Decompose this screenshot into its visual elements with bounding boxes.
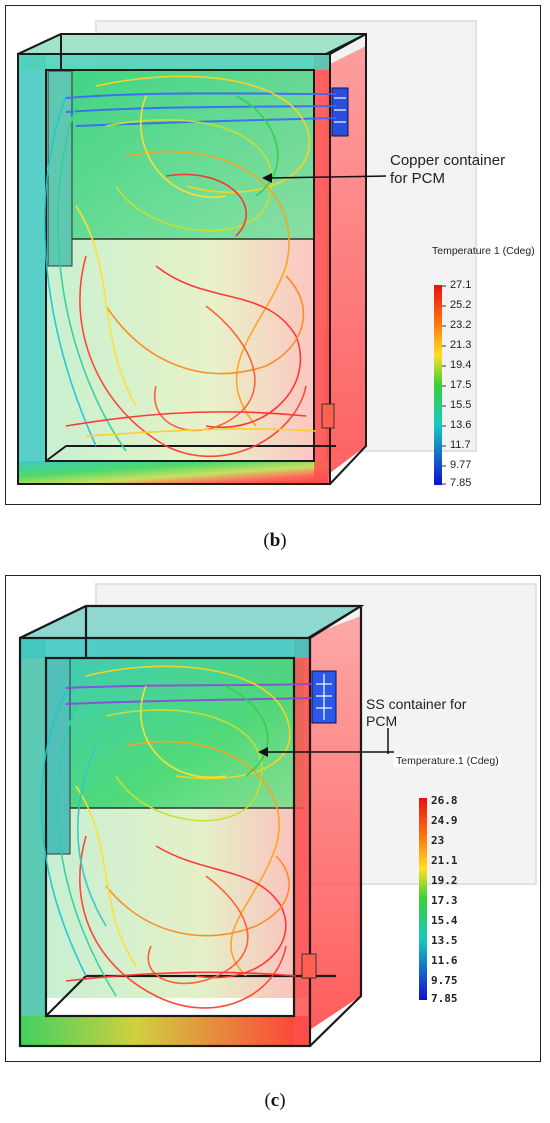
- tick-label: 21.1: [431, 854, 458, 867]
- caption-c: (c): [264, 1090, 286, 1111]
- temperature-colorbar-b: [434, 285, 442, 485]
- cfd-enclosure-render-c: [18, 583, 537, 1048]
- tick-label: 11.6: [431, 954, 458, 967]
- tick-label: 27.1: [450, 279, 472, 291]
- cfd-enclosure-render-b: [17, 20, 477, 485]
- tick-label: 7.85: [431, 992, 458, 1005]
- tick-label: 17.3: [431, 894, 458, 907]
- tick-label: 11.7: [450, 439, 471, 451]
- annotation-ss-container: SS container for PCM: [366, 696, 467, 729]
- annotation-copper-container: Copper container for PCM: [390, 152, 506, 187]
- tick-label: 13.6: [450, 419, 472, 431]
- tick-label: 9.77: [450, 459, 472, 471]
- tick-label: 26.8: [431, 794, 458, 807]
- legend-title-b: Temperature 1 (Cdeg): [432, 245, 535, 257]
- caption-b: (b): [263, 530, 287, 551]
- tick-label: 15.5: [450, 399, 472, 411]
- tick-label: 23: [431, 834, 445, 847]
- figure-panel-b: Copper container for PCM Temperature 1 (…: [5, 5, 541, 505]
- tick-label: 9.75: [431, 974, 458, 987]
- tick-label: 24.9: [431, 814, 458, 827]
- temperature-colorbar-c: [419, 798, 427, 1000]
- tick-label: 19.4: [450, 359, 472, 371]
- tick-label: 15.4: [431, 914, 458, 927]
- figure-panel-c: SS container for PCM Temperature.1 (Cdeg…: [5, 575, 541, 1062]
- legend-title-c: Temperature.1 (Cdeg): [394, 755, 501, 767]
- tick-label: 19.2: [431, 874, 458, 887]
- tick-label: 23.2: [450, 319, 472, 331]
- tick-label: 13.5: [431, 934, 458, 947]
- tick-label: 17.5: [450, 379, 472, 391]
- tick-label: 25.2: [450, 299, 472, 311]
- tick-label: 7.85: [450, 477, 472, 489]
- tick-label: 21.3: [450, 339, 472, 351]
